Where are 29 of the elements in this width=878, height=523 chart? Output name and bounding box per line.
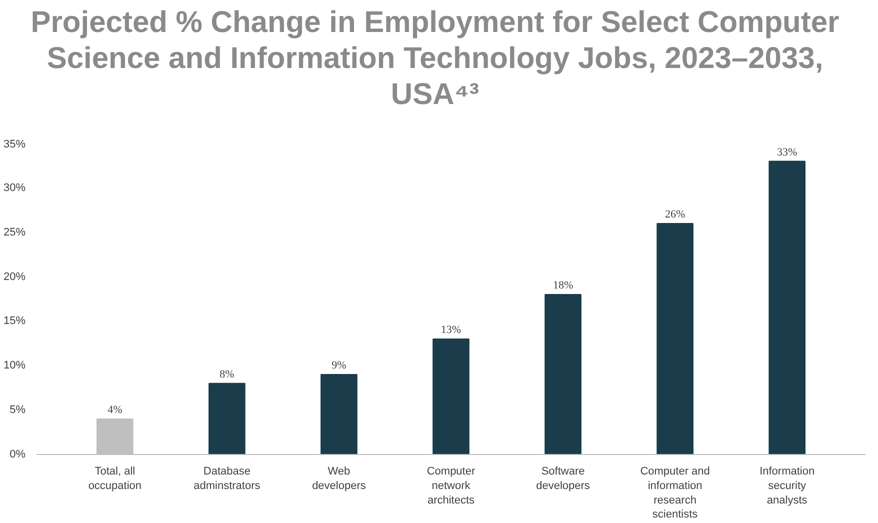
y-tick-label: 5% — [10, 404, 26, 416]
data-label: 33% — [777, 146, 798, 158]
y-tick-label: 15% — [3, 315, 26, 328]
y-tick-label: 10% — [3, 360, 26, 372]
y-tick-label: 25% — [3, 226, 26, 238]
chart-title: Projected % Change in Employment for Select Computer Science and Information Technology Jobs, 2023–2033, USA⁴³ — [30, 5, 840, 113]
y-tick-label: 20% — [3, 270, 26, 283]
x-tick-label: Information security analysts — [760, 466, 815, 506]
data-label: 8% — [220, 368, 234, 380]
data-label: 26% — [664, 208, 686, 220]
x-tick-label: Web developers — [312, 466, 366, 492]
x-tick-label: Database adminstrators — [194, 466, 261, 492]
x-tick-label: Total, all occupation — [88, 466, 142, 492]
x-tick-label: Computer and information research scientists — [640, 466, 710, 521]
bar — [208, 382, 246, 454]
bar — [320, 374, 358, 454]
y-tick-label: 35% — [3, 138, 26, 150]
x-tick-label: Computer network architects — [426, 466, 476, 506]
y-tick-label: 0% — [10, 448, 26, 460]
data-label: 4% — [108, 404, 122, 416]
data-label: 18% — [552, 280, 574, 292]
data-label: 13% — [440, 324, 462, 336]
data-label: 9% — [332, 360, 346, 372]
bar — [544, 294, 582, 454]
bar — [768, 160, 806, 454]
y-tick-label: 30% — [3, 182, 26, 194]
x-tick-label: Software developers — [536, 466, 590, 492]
bar — [432, 338, 470, 454]
bar — [656, 222, 694, 454]
